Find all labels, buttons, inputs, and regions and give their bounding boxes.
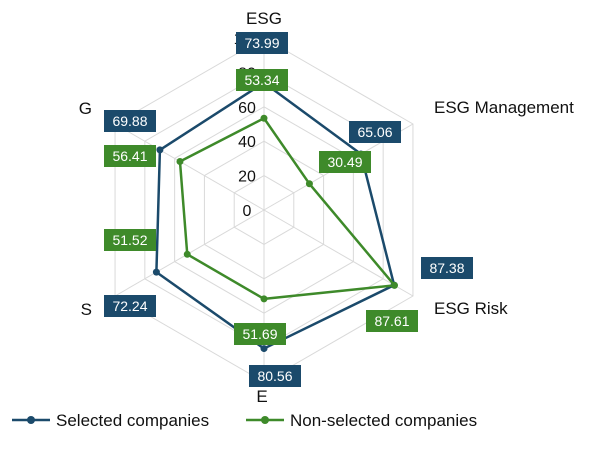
data-label: 72.24 — [104, 295, 156, 317]
data-label-box — [104, 110, 156, 132]
data-label: 73.99 — [236, 32, 288, 54]
data-label-value: 51.52 — [112, 232, 147, 248]
data-label-value: 51.69 — [242, 326, 277, 342]
data-label: 87.61 — [366, 310, 418, 332]
data-label-value: 30.49 — [327, 154, 362, 170]
data-label-box — [249, 365, 301, 387]
tick-label: 0 — [243, 203, 252, 220]
data-labels: 73.99 65.06 87.38 80.56 72.24 69.88 53.34 30.49… — [104, 32, 473, 387]
data-label: 87.38 — [421, 257, 473, 279]
series-line — [178, 117, 396, 301]
data-label: 80.56 — [249, 365, 301, 387]
series-point — [391, 281, 399, 289]
legend-label: Selected companies — [56, 411, 209, 430]
data-label-box — [104, 229, 156, 251]
data-label-value: 87.38 — [429, 260, 464, 276]
data-label: 53.34 — [236, 69, 288, 91]
data-label: 65.06 — [349, 121, 401, 143]
legend-marker — [261, 416, 269, 424]
category-label: G — [79, 99, 92, 118]
series-point — [260, 345, 268, 353]
radar-series — [152, 79, 399, 353]
data-label-box — [236, 32, 288, 54]
tick-label: 40 — [238, 134, 256, 151]
data-label-box — [319, 151, 371, 173]
data-label: 69.88 — [104, 110, 156, 132]
legend-label: Non-selected companies — [290, 411, 477, 430]
category-label: ESG — [246, 9, 282, 28]
data-label-value: 69.88 — [112, 113, 147, 129]
legend-entry: Non-selected companies — [246, 411, 477, 430]
data-label-value: 65.06 — [357, 124, 392, 140]
series-point — [305, 180, 313, 188]
data-label-box — [421, 257, 473, 279]
data-label-box — [349, 121, 401, 143]
grid-spoke — [114, 123, 265, 211]
data-label-box — [236, 69, 288, 91]
series-point — [260, 295, 268, 303]
legend: Selected companies Non-selected companies — [12, 411, 477, 430]
data-label-box — [366, 310, 418, 332]
series-point — [152, 268, 160, 276]
data-label: 51.69 — [234, 323, 286, 345]
legend-entry: Selected companies — [12, 411, 209, 430]
data-label-box — [104, 145, 156, 167]
category-label: ESG Management — [434, 98, 574, 117]
data-label-value: 56.41 — [112, 148, 147, 164]
series-point — [260, 114, 268, 122]
radial-ticks: 020406080100 — [234, 31, 261, 220]
data-label: 56.41 — [104, 145, 156, 167]
legend-marker — [27, 416, 35, 424]
series-point — [156, 146, 164, 154]
data-label: 30.49 — [319, 151, 371, 173]
grid-spoke — [263, 209, 414, 297]
data-label-value: 80.56 — [257, 368, 292, 384]
data-label-box — [234, 323, 286, 345]
tick-label: 60 — [238, 100, 256, 117]
data-label-value: 73.99 — [244, 35, 279, 51]
data-label-value: 53.34 — [244, 72, 279, 88]
data-label: 51.52 — [104, 229, 156, 251]
tick-label: 20 — [238, 169, 256, 186]
data-label-value: 87.61 — [374, 313, 409, 329]
data-label-box — [104, 295, 156, 317]
series-point — [183, 250, 191, 258]
data-label-value: 72.24 — [112, 298, 147, 314]
category-label: E — [256, 387, 267, 406]
category-label: ESG Risk — [434, 299, 508, 318]
category-label: S — [81, 300, 92, 319]
series-point — [176, 157, 184, 165]
